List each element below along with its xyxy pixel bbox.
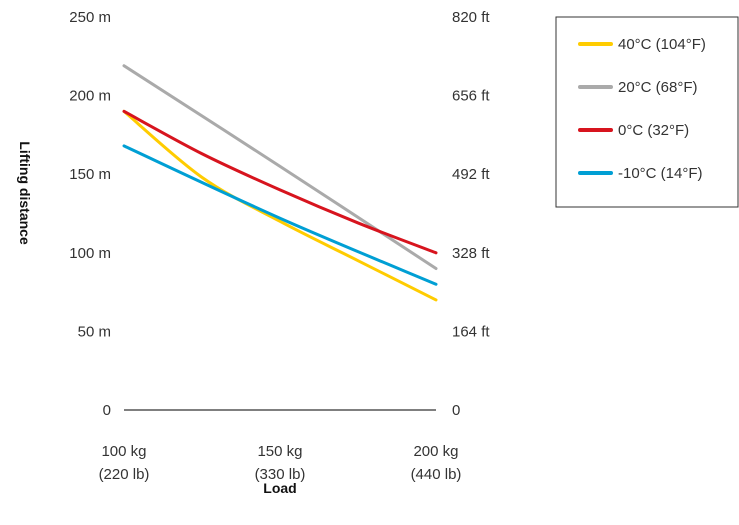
legend-label: -10°C (14°F) — [618, 165, 703, 182]
y-tick-left-label: 200 m — [69, 88, 111, 105]
x-ticks: 100 kg (220 lb) 150 kg (330 lb) 200 kg (440 l… — [99, 443, 462, 483]
x-tick-label: 100 kg — [101, 443, 146, 460]
y-tick-left-label: 50 m — [78, 323, 111, 340]
y-tick-left-label: 100 m — [69, 245, 111, 262]
series-layer — [122, 64, 438, 302]
legend-label: 0°C (32°F) — [618, 122, 689, 139]
series-line-3 — [122, 144, 438, 286]
y-axis-title: Lifting distance — [17, 141, 33, 245]
y-tick-right-label: 656 ft — [452, 88, 490, 105]
x-tick-sublabel: (330 lb) — [255, 466, 306, 483]
y-ticks-left: 0 50 m 100 m 150 m 200 m 250 m — [69, 9, 111, 419]
x-tick-label: 150 kg — [257, 443, 302, 460]
y-tick-right-label: 328 ft — [452, 245, 490, 262]
series-line-1 — [122, 64, 438, 271]
series-line-2 — [122, 109, 438, 255]
legend: 40°C (104°F) 20°C (68°F) 0°C (32°F) -10°C (… — [555, 16, 739, 208]
x-axis-title: Load — [263, 480, 296, 496]
x-tick-sublabel: (220 lb) — [99, 466, 150, 483]
y-tick-right-label: 820 ft — [452, 9, 490, 26]
series-line-0 — [122, 109, 438, 302]
legend-box — [555, 16, 739, 208]
legend-label: 20°C (68°F) — [618, 79, 698, 96]
y-tick-left-label: 150 m — [69, 166, 111, 183]
y-tick-right-label: 164 ft — [452, 323, 490, 340]
y-tick-right-label: 492 ft — [452, 166, 490, 183]
y-tick-left-label: 250 m — [69, 9, 111, 26]
y-ticks-right: 0 164 ft 328 ft 492 ft 656 ft 820 ft — [452, 9, 490, 419]
legend-label: 40°C (104°F) — [618, 36, 706, 53]
y-tick-right-label: 0 — [452, 402, 460, 419]
x-tick-sublabel: (440 lb) — [411, 466, 462, 483]
x-tick-label: 200 kg — [413, 443, 458, 460]
y-tick-left-label: 0 — [103, 402, 111, 419]
